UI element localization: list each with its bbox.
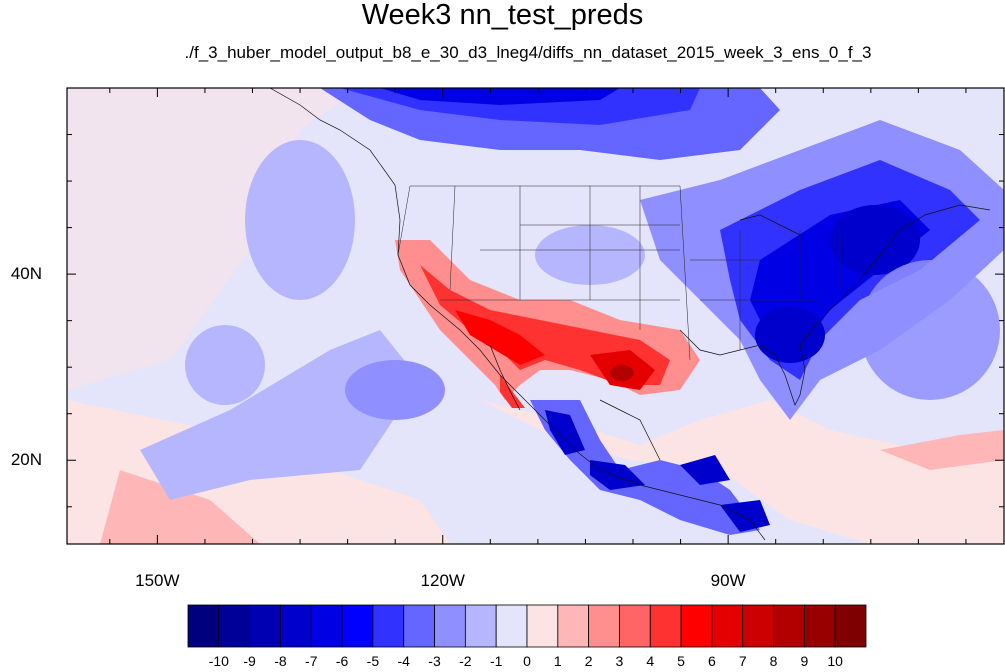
colorbar bbox=[187, 604, 867, 648]
colorbar-swatch bbox=[495, 604, 528, 648]
colorbar-label: 2 bbox=[584, 653, 593, 669]
positive-southwest-core1 bbox=[455, 310, 545, 365]
colorbar-swatch bbox=[464, 604, 497, 648]
colorbar-swatch bbox=[310, 604, 343, 648]
colorbar-label: 9 bbox=[800, 653, 809, 669]
colorbar-swatch bbox=[742, 604, 774, 648]
colorbar-swatch bbox=[803, 604, 836, 648]
y-axis-ticks bbox=[67, 87, 1004, 508]
colorbar-swatch bbox=[557, 604, 590, 648]
colorbar-label: 6 bbox=[708, 653, 716, 669]
negative-mexico-core3 bbox=[680, 455, 730, 485]
negative-pacific-central bbox=[185, 325, 265, 405]
plot-title: Week3 nn_test_preds bbox=[361, 0, 644, 31]
y-tick-label: 20N bbox=[10, 450, 42, 470]
field-layer bbox=[67, 88, 1004, 544]
colorbar-swatch bbox=[680, 604, 713, 648]
y-tick-label: 40N bbox=[10, 264, 42, 284]
colorbar-label: 10 bbox=[827, 653, 843, 669]
colorbar-swatch bbox=[619, 604, 651, 648]
colorbar-swatch bbox=[218, 604, 251, 648]
x-tick-label: 120W bbox=[420, 571, 465, 590]
colorbar-swatch bbox=[434, 604, 466, 648]
x-axis-ticks bbox=[109, 88, 967, 544]
colorbar-swatch bbox=[187, 604, 220, 648]
colorbar-label: 0 bbox=[523, 653, 531, 669]
colorbar-swatch bbox=[249, 604, 281, 648]
colorbar-label: -5 bbox=[366, 653, 380, 669]
negative-northeast-peak bbox=[830, 205, 920, 275]
positive-region-west bbox=[67, 88, 360, 390]
colorbar-swatch bbox=[773, 604, 805, 648]
negative-pacific-core bbox=[345, 360, 445, 420]
colorbar-label: -10 bbox=[208, 653, 229, 669]
colorbar-swatch bbox=[341, 604, 374, 648]
colorbar-swatch bbox=[280, 604, 312, 648]
colorbar-label: -6 bbox=[335, 653, 349, 669]
positive-baja-core bbox=[500, 375, 525, 408]
colorbar-label: 8 bbox=[769, 653, 778, 669]
colorbar-label: -3 bbox=[428, 653, 441, 669]
colorbar-label: -8 bbox=[274, 653, 287, 669]
colorbar-label: 1 bbox=[553, 653, 562, 669]
negative-mexico-core1 bbox=[545, 410, 585, 455]
x-tick-label: 90W bbox=[710, 571, 746, 590]
negative-pacific-south bbox=[140, 330, 420, 500]
colorbar-label: -9 bbox=[243, 653, 256, 669]
colorbar-swatch bbox=[711, 604, 744, 648]
colorbar-swatch bbox=[834, 604, 867, 648]
negative-mexico-core2 bbox=[590, 460, 645, 490]
negative-canada-peak bbox=[380, 88, 620, 105]
plot-subtitle: ./f_3_huber_model_output_b8_e_30_d3_lneg… bbox=[184, 43, 872, 62]
colorbar-label: 3 bbox=[615, 653, 624, 669]
negative-atlantic bbox=[860, 260, 1000, 400]
x-tick-label: 150W bbox=[135, 571, 180, 590]
state-borders bbox=[397, 185, 841, 361]
colorbar-swatch bbox=[372, 604, 405, 648]
map-frame bbox=[66, 87, 1005, 545]
colorbar-label: -7 bbox=[305, 653, 318, 669]
positive-region-atlantic bbox=[880, 430, 1004, 470]
negative-southeast-peak bbox=[755, 307, 825, 363]
colorbar-label: -4 bbox=[397, 653, 410, 669]
negative-central-america-core bbox=[720, 500, 770, 532]
colorbar-label: 5 bbox=[677, 653, 685, 669]
colorbar-swatch bbox=[403, 604, 435, 648]
colorbar-swatch bbox=[588, 604, 620, 648]
negative-pacific-north bbox=[245, 140, 355, 300]
colorbar-label: -1 bbox=[489, 653, 503, 669]
positive-region-tropics bbox=[480, 400, 1004, 544]
colorbar-label: 7 bbox=[738, 653, 747, 669]
colorbar-swatch bbox=[526, 604, 559, 648]
colorbar-label: 4 bbox=[646, 653, 655, 669]
positive-texas-peak bbox=[610, 365, 634, 381]
negative-mexico-outer bbox=[530, 400, 760, 535]
positive-region-southwest-core bbox=[100, 470, 260, 544]
colorbar-swatch bbox=[649, 604, 682, 648]
colorbar-label: -2 bbox=[459, 653, 472, 669]
